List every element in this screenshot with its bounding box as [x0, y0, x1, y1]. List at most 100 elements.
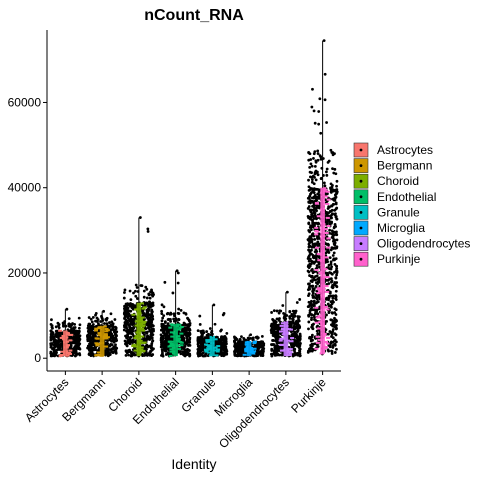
violin-accent: [169, 348, 174, 351]
data-point: [297, 341, 300, 345]
data-point: [331, 151, 335, 154]
data-point: [317, 222, 321, 226]
violin-accent: [325, 276, 330, 279]
data-point: [335, 238, 339, 242]
violin-accent: [168, 326, 173, 329]
data-point: [310, 164, 314, 168]
violin-accent: [169, 350, 174, 353]
data-point: [122, 296, 126, 300]
data-point: [110, 350, 113, 354]
violin-accent: [131, 344, 136, 347]
data-point: [319, 157, 323, 161]
data-point: [73, 346, 77, 350]
data-point: [333, 208, 337, 212]
violin-accent: [204, 350, 209, 353]
data-point: [160, 309, 164, 313]
data-point: [72, 350, 76, 354]
data-point: [312, 188, 316, 192]
data-point: [315, 264, 319, 268]
violin-accent: [206, 347, 211, 350]
data-point: [316, 158, 320, 162]
data-point: [160, 303, 164, 307]
data-point: [312, 288, 316, 292]
data-point: [148, 296, 152, 300]
violin-accent: [97, 334, 102, 337]
violin-accent: [68, 339, 73, 342]
violin-accent: [140, 335, 145, 338]
data-point: [196, 340, 200, 344]
data-point: [141, 354, 145, 357]
violin-accent: [281, 328, 286, 331]
data-point: [315, 250, 319, 253]
data-point: [149, 318, 153, 322]
data-point: [334, 215, 338, 219]
data-point: [331, 189, 335, 193]
data-point: [312, 234, 316, 238]
data-point: [49, 342, 53, 346]
data-point: [277, 341, 281, 345]
violin-accent: [168, 344, 173, 347]
data-point: [212, 303, 216, 307]
violin-accent: [242, 353, 247, 356]
data-point: [188, 354, 191, 358]
data-point: [335, 281, 339, 284]
data-point: [188, 349, 191, 352]
data-point: [312, 157, 315, 160]
y-tick-label: 0: [34, 351, 41, 365]
data-point: [213, 322, 217, 326]
data-point: [328, 228, 332, 232]
violin-accent: [279, 324, 284, 327]
data-point: [125, 336, 128, 340]
data-point: [205, 330, 209, 333]
violin-accent: [140, 327, 145, 330]
data-point: [237, 340, 241, 343]
violin-accent: [141, 307, 146, 310]
data-point: [312, 210, 316, 214]
data-point: [334, 201, 338, 205]
data-point: [151, 324, 155, 328]
violin-accent: [326, 225, 331, 228]
violin-accent: [326, 246, 331, 249]
data-point: [334, 289, 338, 293]
data-point: [262, 347, 266, 350]
data-point: [151, 339, 155, 343]
data-point: [89, 317, 93, 321]
violin-accent: [317, 259, 322, 262]
data-point: [322, 39, 326, 43]
violin-accent: [204, 349, 209, 352]
data-point: [88, 322, 92, 326]
data-point: [309, 339, 313, 343]
data-point: [330, 204, 334, 208]
violin-accent: [326, 237, 331, 240]
data-point: [141, 344, 145, 348]
data-point: [74, 353, 78, 357]
data-point: [172, 317, 176, 321]
violin-accent: [206, 351, 211, 354]
violin-body: [173, 324, 178, 357]
violin-accent: [104, 327, 109, 330]
violin-accent: [142, 320, 147, 323]
data-point: [277, 353, 281, 357]
data-point: [57, 324, 60, 328]
data-point: [114, 351, 118, 355]
violin-accent: [67, 351, 72, 354]
legend-label: Granule: [377, 205, 420, 219]
data-point: [327, 219, 331, 223]
data-point: [332, 257, 336, 261]
violin-accent: [168, 355, 173, 358]
data-point: [123, 291, 126, 294]
violin-accent: [179, 332, 184, 335]
data-point: [291, 320, 295, 324]
violin-accent: [314, 202, 319, 205]
violin-accent: [316, 288, 321, 291]
data-point: [234, 344, 238, 348]
data-point: [335, 267, 339, 271]
data-point: [313, 237, 317, 241]
data-point: [113, 332, 117, 336]
data-point: [313, 315, 316, 319]
data-point: [316, 332, 320, 336]
y-tick-label: 60000: [8, 95, 42, 109]
data-point: [294, 320, 298, 324]
data-point: [93, 339, 97, 343]
